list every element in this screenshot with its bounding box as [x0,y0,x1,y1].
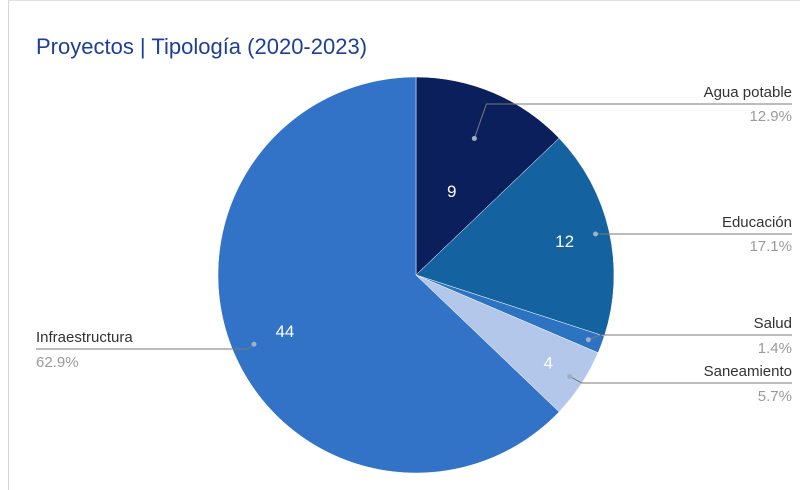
value-label-educacion: 12 [555,232,574,251]
pie-slice-educacion [415,137,615,337]
leader-dot-salud [585,337,591,343]
leader-line-salud [588,334,792,341]
chart-title: Proyectos | Tipología (2020-2023) [36,34,368,59]
frame-border-top [8,0,800,1]
value-label-saneamiento: 4 [543,353,552,372]
leader-dot-agua-potable [471,135,477,141]
category-label-educacion: Educación [722,214,792,231]
percentage-label-agua-potable: 12.9% [749,108,792,125]
leader-dot-saneamiento [567,373,573,379]
category-label-salud: Salud [754,315,792,332]
value-label-infraestructura: 44 [275,322,294,341]
frame-border-left [8,0,9,490]
percentage-label-educacion: 17.1% [749,238,792,255]
percentage-label-infraestructura: 62.9% [36,354,79,371]
leader-line-agua-potable [473,103,792,139]
percentage-label-salud: 1.4% [758,340,792,357]
category-label-infraestructura: Infraestructura [36,329,133,346]
leader-dot-educacion [593,231,599,237]
leader-line-infraestructura [36,343,255,350]
value-label-agua-potable: 9 [447,182,456,201]
percentage-label-saneamiento: 5.7% [758,388,792,405]
category-label-saneamiento: Saneamiento [704,363,792,380]
pie-slice-agua-potable [415,76,560,276]
leader-line-saneamiento [569,376,792,384]
category-label-agua-potable: Agua potable [704,84,792,101]
leader-dot-infraestructura [251,341,257,347]
pie-slice-infraestructura [217,76,560,474]
